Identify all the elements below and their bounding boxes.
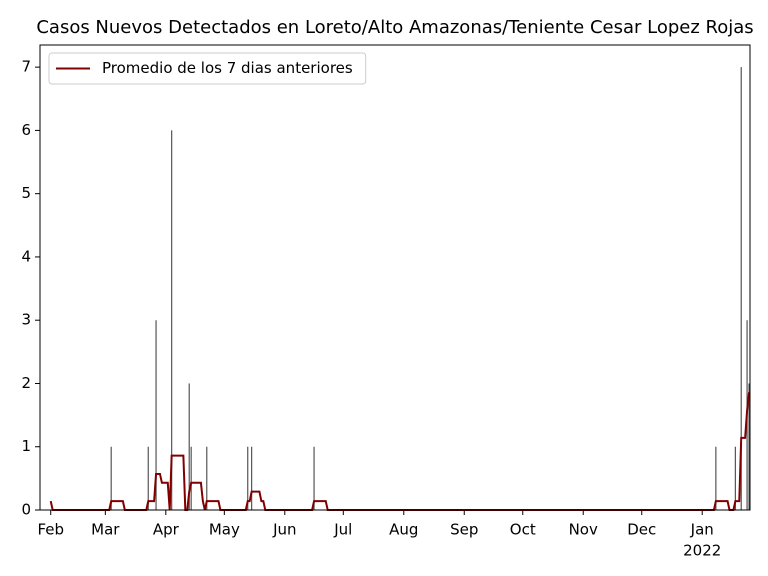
y-tick-label: 6	[21, 121, 31, 139]
x-tick-label: Dec	[627, 521, 656, 539]
x-tick-label: Aug	[389, 521, 418, 539]
legend-label: Promedio de los 7 dias anteriores	[102, 59, 353, 77]
y-tick-label: 7	[21, 58, 31, 76]
y-tick-label: 3	[21, 311, 31, 329]
y-tick-label: 4	[21, 247, 31, 265]
legend: Promedio de los 7 dias anteriores	[48, 52, 367, 85]
x-tick-label: Jun	[272, 521, 296, 539]
y-tick-label: 1	[21, 437, 31, 455]
legend-box	[48, 52, 367, 85]
x-year-label: 2022	[683, 542, 721, 560]
chart-title: Casos Nuevos Detectados en Loreto/Alto A…	[36, 17, 753, 38]
x-tick-label: Jul	[333, 521, 352, 539]
x-tick-label: Feb	[37, 521, 64, 539]
x-tick-label: May	[209, 521, 240, 539]
x-tick-label: Nov	[569, 521, 598, 539]
y-tick-label: 5	[21, 184, 31, 202]
x-tick-label: Apr	[153, 521, 180, 539]
x-tick-label: Jan	[690, 521, 714, 539]
average-line	[49, 392, 751, 511]
plot-frame	[39, 44, 751, 511]
x-tick-label: Mar	[91, 521, 120, 539]
y-tick-label: 0	[21, 501, 31, 519]
x-tick-label: Sep	[450, 521, 478, 539]
y-tick-label: 2	[21, 374, 31, 392]
x-tick-label: Oct	[510, 521, 536, 539]
